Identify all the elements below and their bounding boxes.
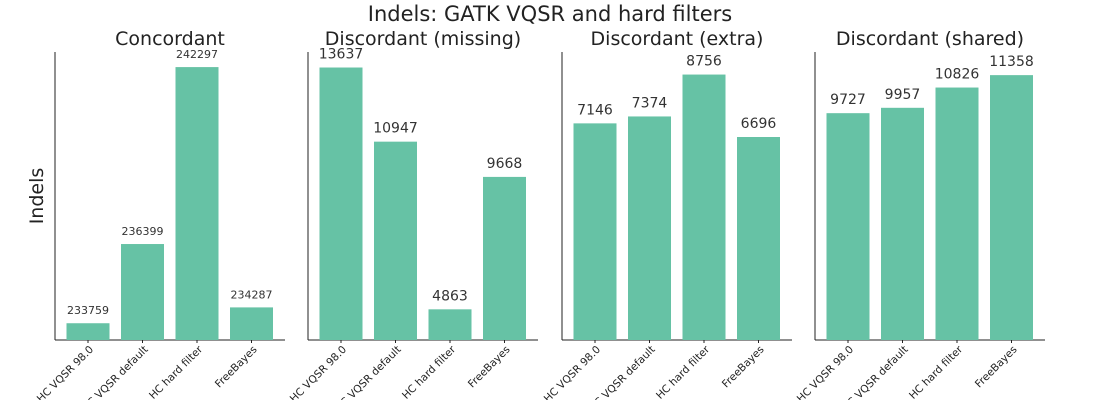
bar (428, 309, 472, 340)
figure-title: Indels: GATK VQSR and hard filters (368, 2, 732, 26)
data-label: 11358 (989, 54, 1034, 70)
chart-panel-4: Discordant (shared) 9727 HC VQSR 98.0 9957 H… (795, 28, 1045, 400)
data-label: 9957 (885, 87, 921, 103)
x-tick-label: HC hard filter (654, 343, 713, 400)
data-label: 10826 (935, 67, 980, 83)
bar (881, 107, 924, 340)
bar (66, 323, 110, 340)
x-tick-label: FreeBayes (213, 344, 260, 391)
x-tick-label: HC VQSR 98.0 (288, 344, 349, 400)
data-label: 7146 (577, 102, 613, 118)
panel-title: Discordant (extra) (591, 28, 764, 50)
panel-title: Concordant (115, 28, 225, 50)
data-label: 8756 (686, 54, 722, 70)
panel-title: Discordant (shared) (836, 28, 1024, 50)
bar (935, 87, 979, 341)
x-tick-label: HC hard filter (907, 343, 966, 400)
x-tick-label: HC hard filter (147, 343, 206, 400)
bar (737, 137, 780, 340)
bar (230, 307, 273, 340)
data-label: 242297 (176, 48, 218, 61)
bar (990, 75, 1033, 341)
data-label: 236399 (122, 225, 164, 238)
data-label: 13637 (319, 47, 364, 63)
data-label: 234287 (231, 288, 273, 301)
data-label: 10947 (373, 121, 418, 137)
panel-title: Discordant (missing) (325, 28, 521, 50)
y-axis-label: Indels (26, 168, 48, 225)
bar (374, 141, 417, 340)
x-tick-label: HC VQSR 98.0 (542, 344, 603, 400)
chart-panels: Concordant 233759 HC VQSR 98.0 236399 HC VQS… (35, 28, 1045, 400)
data-label: 4863 (432, 288, 468, 304)
bar (628, 116, 671, 340)
data-label: 6696 (741, 116, 777, 132)
data-label: 7374 (632, 95, 668, 111)
bar (573, 123, 617, 340)
bar (826, 113, 870, 340)
x-tick-label: HC VQSR 98.0 (35, 344, 96, 400)
chart-panel-2: Discordant (missing)13637 HC VQSR 98.0 109… (288, 28, 538, 400)
x-tick-label: HC hard filter (400, 343, 459, 400)
bar (175, 67, 219, 340)
x-tick-label: FreeBayes (973, 344, 1020, 391)
bar (121, 244, 164, 340)
bar (682, 74, 726, 341)
bar (483, 176, 526, 340)
x-tick-label: HC VQSR 98.0 (795, 344, 856, 400)
data-label: 9727 (830, 92, 866, 108)
data-label: 233759 (67, 304, 109, 317)
data-label: 9668 (487, 156, 523, 172)
chart-panel-3: Discordant (extra) 7146 HC VQSR 98.0 7374 HC… (542, 28, 792, 400)
x-tick-label: FreeBayes (466, 344, 513, 391)
x-tick-label: FreeBayes (720, 344, 767, 391)
bar (319, 67, 363, 340)
